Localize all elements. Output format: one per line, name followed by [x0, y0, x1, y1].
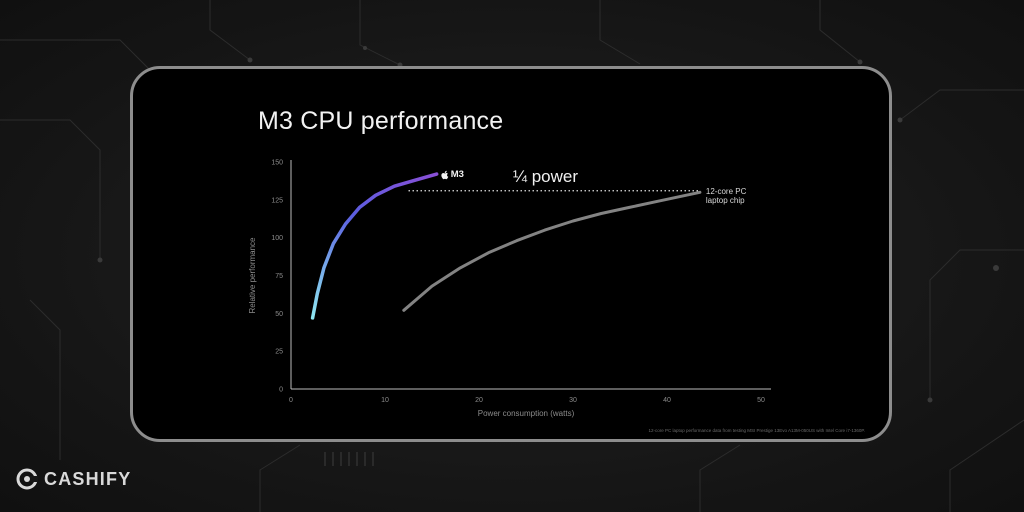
series-line-m3 — [310, 172, 439, 320]
power-ratio-annotation: ¼ power — [513, 167, 579, 186]
x-tick-label: 10 — [381, 397, 389, 404]
x-tick-label: 30 — [569, 397, 577, 404]
y-tick-label: 100 — [271, 235, 283, 242]
y-tick-label: 150 — [271, 160, 283, 167]
x-tick-label: 20 — [475, 397, 483, 404]
y-tick-label: 75 — [275, 273, 283, 280]
y-tick-label: 125 — [271, 197, 283, 204]
y-tick-label: 25 — [275, 349, 283, 356]
series-line-pc-chip — [402, 190, 702, 312]
y-tick-label: 50 — [275, 311, 283, 318]
y-axis-label: Relative performance — [248, 237, 257, 314]
chart-card: M3 CPU performance 0 10 20 30 40 50 0 25 50 75 100… — [130, 66, 892, 442]
series-label-pc-chip-line2: laptop chip — [706, 196, 745, 205]
y-tick-label: 0 — [279, 387, 283, 394]
apple-logo-icon — [441, 170, 449, 180]
x-tick-label: 50 — [757, 397, 765, 404]
cashify-logo-icon — [16, 468, 38, 490]
series-label-pc-chip-line1: 12-core PC — [706, 187, 747, 196]
series-label-m3: M3 — [451, 169, 464, 180]
chart-plot: 0 10 20 30 40 50 0 25 50 75 100 125 150 Power consump… — [248, 160, 771, 418]
watermark-logo: CASHIFY — [16, 468, 131, 490]
x-tick-label: 40 — [663, 397, 671, 404]
chart-footnote: 12-core PC laptop performance data from … — [648, 428, 865, 433]
chart-title: M3 CPU performance — [258, 107, 504, 135]
x-axis-label: Power consumption (watts) — [478, 409, 575, 418]
x-tick-label: 0 — [289, 397, 293, 404]
brand-name: CASHIFY — [44, 468, 132, 489]
